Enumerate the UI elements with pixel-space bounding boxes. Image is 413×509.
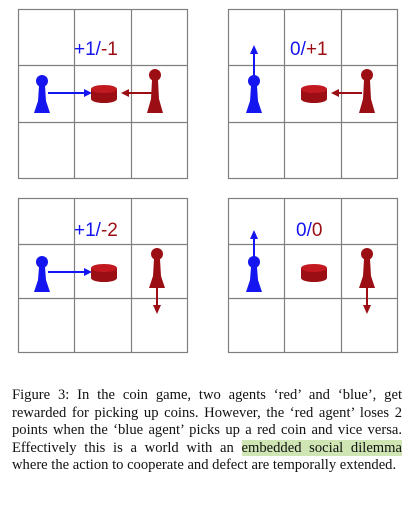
caption-text-b: where the action to cooperate and defect… <box>12 457 397 474</box>
svg-text:+1/-2: +1/-2 <box>74 220 118 241</box>
caption-label: Figure 3: <box>12 387 70 403</box>
score-red: 0 <box>312 220 323 241</box>
caption-highlight: embedded social dilemma <box>241 439 402 456</box>
score-blue: 0 <box>290 39 301 60</box>
score-blue: 0 <box>296 220 307 241</box>
red-agent-icon <box>359 69 375 113</box>
red-coin-icon <box>301 85 327 103</box>
grid <box>17 197 189 354</box>
score-label: +1/-1 <box>74 39 118 60</box>
grid <box>227 8 399 180</box>
blue-agent-icon <box>34 75 50 113</box>
svg-text:0/0: 0/0 <box>296 220 322 241</box>
blue-agent-icon <box>34 256 50 292</box>
caption-text-a: In the coin game, two agents ‘red’ and ‘… <box>12 387 402 456</box>
score-red: -1 <box>101 39 118 60</box>
score-label: +1/-2 <box>74 220 118 241</box>
grid <box>227 197 399 354</box>
red-coin-icon <box>301 264 327 282</box>
red-coin-icon <box>91 264 117 282</box>
blue-arrow-icon <box>48 268 92 276</box>
red-agent-icon <box>149 248 165 288</box>
red-agent-icon <box>359 248 375 288</box>
score-blue: +1 <box>74 39 96 60</box>
panel-top-left: +1/-1 <box>17 8 189 180</box>
blue-agent-icon <box>246 256 262 292</box>
blue-arrow-icon <box>250 230 258 258</box>
blue-arrow-icon <box>250 45 258 79</box>
blue-arrow-icon <box>48 89 92 97</box>
red-coin-icon <box>91 85 117 103</box>
svg-text:+1/-1: +1/-1 <box>74 39 118 60</box>
red-arrow-icon <box>153 286 161 314</box>
svg-text:0/+1: 0/+1 <box>290 39 328 60</box>
score-red: +1 <box>306 39 328 60</box>
panel-bottom-right: 0/0 <box>227 197 399 354</box>
panel-top-right: 0/+1 <box>227 8 399 180</box>
panel-bottom-left: +1/-2 <box>17 197 189 354</box>
score-blue: +1 <box>74 220 96 241</box>
score-red: -2 <box>101 220 118 241</box>
score-label: 0/0 <box>296 220 322 241</box>
red-agent-icon <box>147 69 163 113</box>
red-arrow-icon <box>331 89 362 97</box>
red-arrow-icon <box>121 89 152 97</box>
grid <box>17 8 189 180</box>
figure-caption: Figure 3: In the coin game, two agents ‘… <box>12 387 402 475</box>
score-label: 0/+1 <box>290 39 328 60</box>
red-arrow-icon <box>363 286 371 314</box>
blue-agent-icon <box>246 75 262 113</box>
